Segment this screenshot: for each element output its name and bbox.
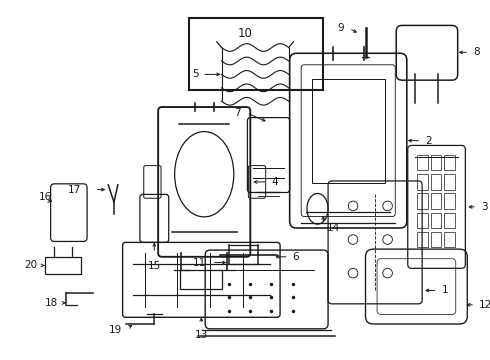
Text: 1: 1 <box>441 285 448 296</box>
Bar <box>431 174 441 190</box>
Bar <box>417 232 428 247</box>
Bar <box>444 232 455 247</box>
Text: 5: 5 <box>192 69 198 80</box>
Text: 16: 16 <box>39 192 52 202</box>
Bar <box>431 213 441 228</box>
Text: 4: 4 <box>271 177 278 187</box>
Bar <box>189 18 323 90</box>
Text: 2: 2 <box>425 136 432 146</box>
Bar <box>312 79 385 183</box>
Text: 3: 3 <box>481 202 488 212</box>
Bar <box>417 155 428 170</box>
Text: 10: 10 <box>238 27 253 40</box>
Text: 9: 9 <box>338 23 344 33</box>
Text: 8: 8 <box>473 47 480 57</box>
Bar <box>417 193 428 209</box>
Bar <box>45 257 81 274</box>
Text: 7: 7 <box>234 108 241 118</box>
Bar <box>431 232 441 247</box>
Text: 12: 12 <box>479 300 490 310</box>
Text: 6: 6 <box>293 252 299 262</box>
Bar <box>444 213 455 228</box>
Bar <box>444 155 455 170</box>
Bar <box>417 174 428 190</box>
Text: 11: 11 <box>193 257 206 267</box>
Text: 20: 20 <box>24 260 37 270</box>
Text: 19: 19 <box>108 325 122 335</box>
Text: 17: 17 <box>68 185 81 195</box>
Text: 13: 13 <box>195 330 208 340</box>
Bar <box>180 270 222 289</box>
Text: 14: 14 <box>327 223 341 233</box>
Bar <box>417 213 428 228</box>
Text: 15: 15 <box>147 261 161 271</box>
Bar <box>431 193 441 209</box>
Bar <box>444 174 455 190</box>
Text: 18: 18 <box>45 298 58 308</box>
Bar <box>444 193 455 209</box>
Bar <box>431 155 441 170</box>
